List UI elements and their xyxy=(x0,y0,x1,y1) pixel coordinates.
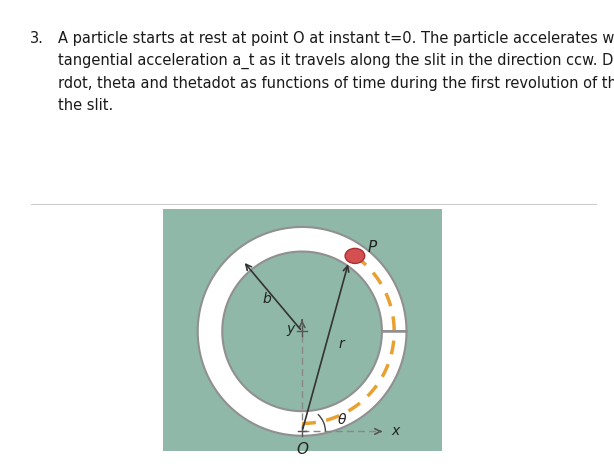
Text: x: x xyxy=(391,424,399,439)
Text: r: r xyxy=(338,337,344,351)
Text: O: O xyxy=(296,442,308,457)
Circle shape xyxy=(345,248,365,263)
Text: P: P xyxy=(367,240,376,255)
Text: A particle starts at rest at point O at instant t=0. The particle accelerates wi: A particle starts at rest at point O at … xyxy=(58,31,614,46)
Text: 3.: 3. xyxy=(29,31,44,46)
Text: rdot, theta and thetadot as functions of time during the first revolution of the: rdot, theta and thetadot as functions of… xyxy=(58,76,614,91)
Text: tangential acceleration a_t as it travels along the slit in the direction ccw. D: tangential acceleration a_t as it travel… xyxy=(58,53,614,69)
Text: b: b xyxy=(262,292,271,306)
Text: θ: θ xyxy=(337,413,346,427)
Text: y: y xyxy=(287,322,295,336)
FancyBboxPatch shape xyxy=(163,209,442,451)
Text: the slit.: the slit. xyxy=(58,98,114,113)
Polygon shape xyxy=(198,227,406,436)
